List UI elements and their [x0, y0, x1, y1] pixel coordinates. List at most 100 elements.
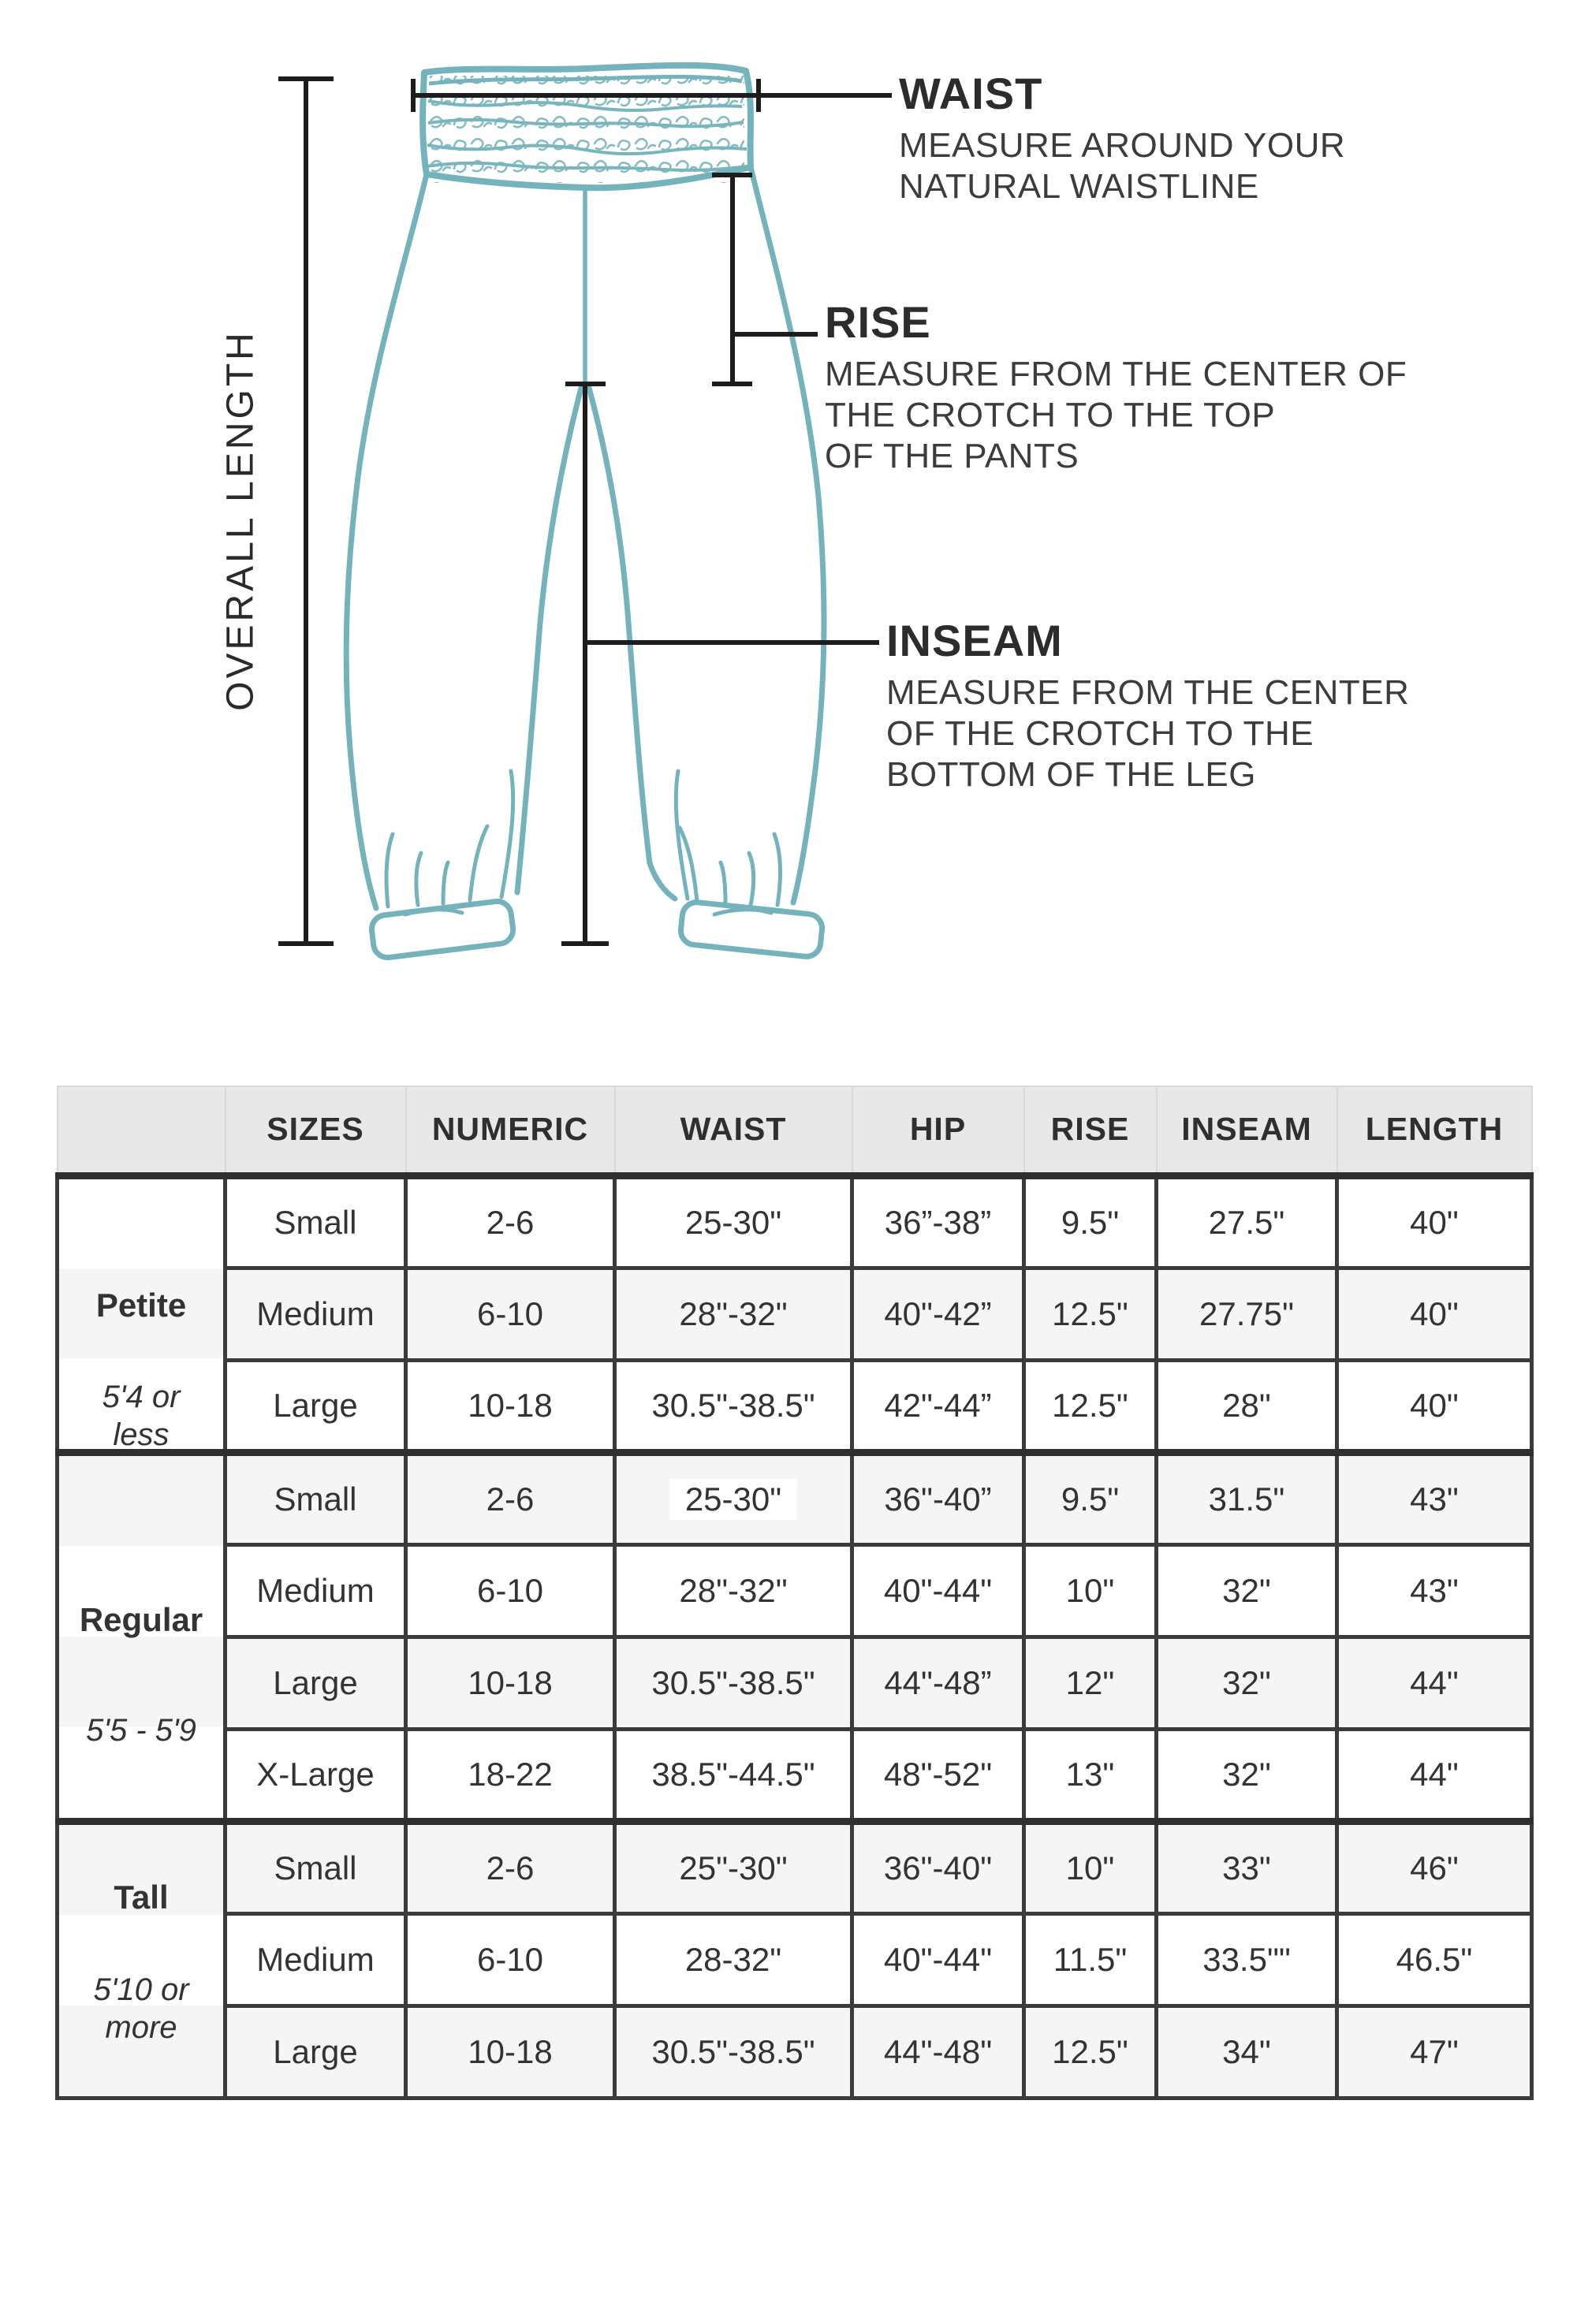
corner-cell: [56, 1086, 226, 1179]
rise-callout: RISE MEASURE FROM THE CENTER OF THE CROT…: [825, 296, 1407, 477]
table-row: Large 10-18 30.5"-38.5" 44"-48” 12" 32" …: [58, 1634, 1534, 1731]
table-header: SIZES NUMERIC WAIST HIP RISE INSEAM LENG…: [56, 1086, 1533, 1179]
table-cell: Medium: [223, 1911, 408, 2008]
table-cell: X-Large: [223, 1726, 408, 1823]
table-cell: 9.5": [1022, 1448, 1158, 1547]
table-cell: 48"-52": [850, 1726, 1026, 1823]
table-cell: Medium: [223, 1542, 408, 1639]
table-row: Medium 6-10 28"-32" 40"-44" 10" 32" 43": [58, 1542, 1534, 1639]
table-cell: 28"-32": [613, 1265, 854, 1362]
table-cell: 27.5": [1154, 1173, 1339, 1270]
table-cell: 33": [1154, 1817, 1339, 1916]
table-row: Tall 5'10 or more Small 2-6 25"-30" 36"-…: [55, 1817, 1534, 2100]
table-cell: 10": [1022, 1542, 1158, 1639]
table-row: Large 10-18 30.5"-38.5" 42"-44” 12.5" 28…: [58, 1358, 1534, 1454]
table-cell: 36”-38”: [850, 1173, 1026, 1270]
table-cell: 2-6: [404, 1173, 617, 1270]
highlighted-value: 25-30": [669, 1478, 798, 1520]
table-cell: 10-18: [404, 1634, 617, 1731]
table-cell: 40"-44": [850, 1911, 1026, 2008]
table-cell: 31.5": [1154, 1448, 1339, 1547]
group-label-regular: Regular 5'5 - 5'9: [55, 1448, 227, 1823]
table-cell: 38.5"-44.5": [613, 1726, 854, 1823]
table-cell: 6-10: [404, 1542, 617, 1639]
rise-callout-desc-line: OF THE PANTS: [825, 437, 1079, 475]
table-cell: 28-32": [613, 1911, 854, 2008]
rise-callout-desc-line: MEASURE FROM THE CENTER OF: [825, 355, 1407, 393]
col-header-sizes: SIZES: [224, 1086, 407, 1179]
size-chart-table: SIZES NUMERIC WAIST HIP RISE INSEAM LENG…: [55, 1086, 1534, 2100]
group-name: Regular: [79, 1601, 203, 1639]
table-cell: 6-10: [404, 1911, 617, 2008]
table-cell: 32": [1154, 1726, 1339, 1823]
table-cell: 46.5": [1335, 1911, 1534, 2008]
table-cell: 27.75": [1154, 1265, 1339, 1362]
table-cell: 6-10: [404, 1265, 617, 1362]
table-cell: 42"-44”: [850, 1358, 1026, 1454]
table-cell: 40"-42”: [850, 1265, 1026, 1362]
table-row: Petite 5'4 or less Small 2-6 25-30" 36”-…: [55, 1173, 1534, 1454]
table-cell: 40": [1335, 1358, 1534, 1454]
group-label-petite: Petite 5'4 or less: [55, 1173, 227, 1454]
table-cell: 10-18: [404, 1358, 617, 1454]
table-cell: 30.5"-38.5": [613, 2003, 854, 2100]
pant-legs: [343, 164, 827, 911]
table-cell: 44"-48": [850, 2003, 1026, 2100]
col-header-waist: WAIST: [613, 1086, 853, 1179]
table-cell: 33.5"": [1154, 1911, 1339, 2008]
table-cell: 11.5": [1022, 1911, 1158, 2008]
header-row: SIZES NUMERIC WAIST HIP RISE INSEAM LENG…: [56, 1086, 1533, 1179]
table-cell: 28"-32": [613, 1542, 854, 1639]
table-cell: 13": [1022, 1726, 1158, 1823]
table-cell: 44": [1335, 1726, 1534, 1823]
table-cell: 2-6: [404, 1817, 617, 1916]
rise-callout-title: RISE: [825, 297, 931, 347]
table-cell: Large: [223, 1358, 408, 1454]
waist-callout: WAIST MEASURE AROUND YOUR NATURAL WAISTL…: [899, 68, 1345, 207]
col-header-length: LENGTH: [1336, 1086, 1533, 1179]
table-cell: 40"-44": [850, 1542, 1026, 1639]
group-name: Tall: [114, 1879, 169, 1916]
table-cell: 25-30": [613, 1448, 854, 1547]
group-label-tall: Tall 5'10 or more: [55, 1817, 227, 2100]
table-cell: 43": [1335, 1448, 1534, 1547]
col-header-hip: HIP: [851, 1086, 1025, 1179]
table-cell: Small: [223, 1448, 408, 1547]
table-cell: Medium: [223, 1265, 408, 1362]
table-cell: 2-6: [404, 1448, 617, 1547]
col-header-inseam: INSEAM: [1155, 1086, 1338, 1179]
measurement-lines: [278, 76, 892, 946]
table-cell: 32": [1154, 1542, 1339, 1639]
table-cell: 18-22: [404, 1726, 617, 1823]
waist-callout-desc-line: NATURAL WAISTLINE: [899, 167, 1259, 206]
inseam-callout-desc-line: BOTTOM OF THE LEG: [886, 755, 1256, 794]
table-cell: 34": [1154, 2003, 1339, 2100]
table-cell: 28": [1154, 1358, 1339, 1454]
table-cell: 46": [1335, 1817, 1534, 1916]
table-cell: Small: [223, 1173, 408, 1270]
waist-callout-title: WAIST: [899, 69, 1043, 118]
table-cell: 44"-48”: [850, 1634, 1026, 1731]
gather-strokes: [384, 769, 782, 917]
table-row: Regular 5'5 - 5'9 Small 2-6 25-30" 36"-4…: [55, 1448, 1534, 1823]
table-cell: 12.5": [1022, 2003, 1158, 2100]
table-cell: 47": [1335, 2003, 1534, 2100]
table-cell: 12.5": [1022, 1358, 1158, 1454]
table-cell: 9.5": [1022, 1173, 1158, 1270]
pants-illustration: [278, 61, 892, 961]
table-cell: 36"-40": [850, 1817, 1026, 1916]
table-cell: 30.5"-38.5": [613, 1634, 854, 1731]
table-cell: 10-18: [404, 2003, 617, 2100]
inseam-callout-desc-line: MEASURE FROM THE CENTER: [886, 673, 1410, 712]
table-row: Medium 6-10 28"-32" 40"-42” 12.5" 27.75"…: [58, 1265, 1534, 1362]
waistband-fold-line: [428, 74, 743, 86]
group-height-range: 5'4 or less: [102, 1380, 181, 1453]
table-row: X-Large 18-22 38.5"-44.5" 48"-52" 13" 32…: [58, 1726, 1534, 1823]
waistband-rows: [426, 99, 749, 172]
table-cell: 25-30": [613, 1173, 854, 1270]
table-cell: Large: [223, 1634, 408, 1731]
overall-length-label: OVERALL LENGTH: [219, 330, 262, 711]
inseam-callout: INSEAM MEASURE FROM THE CENTER OF THE CR…: [886, 615, 1409, 795]
table-row: Medium 6-10 28-32" 40"-44" 11.5" 33.5"" …: [58, 1911, 1534, 2008]
